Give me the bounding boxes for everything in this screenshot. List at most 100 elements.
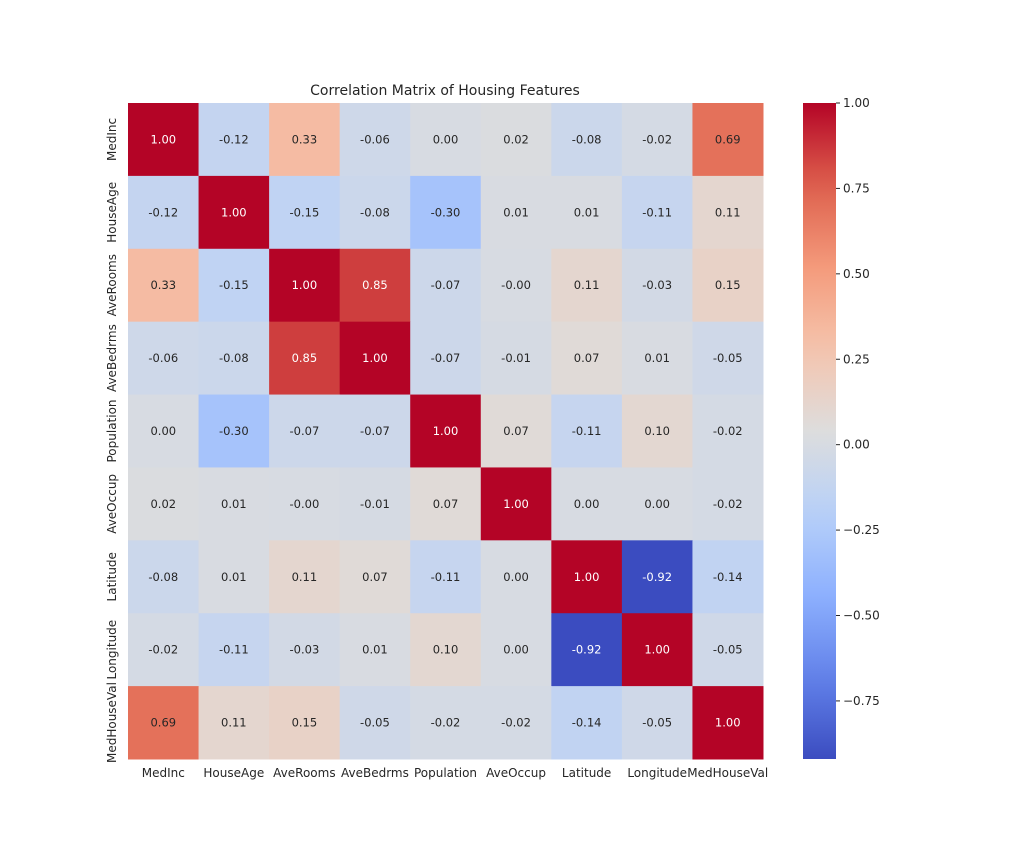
heatmap-cell-MedInc-HouseAge <box>198 103 270 177</box>
heatmap-cell-AveBedrms-Latitude <box>551 321 623 396</box>
heatmap-cell-MedHouseVal-MedInc <box>128 686 200 760</box>
heatmap-cell-HouseAge-HouseAge <box>198 175 270 250</box>
cell-label-AveRooms-Latitude: 0.11 <box>574 278 600 292</box>
heatmap-cell-AveBedrms-Population <box>410 321 482 396</box>
x-tick-label-AveRooms: AveRooms <box>273 766 335 780</box>
heatmap-cell-MedHouseVal-Latitude <box>551 686 623 760</box>
heatmap-cell-Longitude-Latitude <box>551 613 623 687</box>
cell-label-MedInc-AveBedrms: -0.06 <box>360 132 390 146</box>
heatmap-cell-AveRooms-Longitude <box>621 248 693 323</box>
heatmap-cell-AveOccup-HouseAge <box>198 467 270 541</box>
cell-label-Latitude-AveOccup: 0.00 <box>503 570 529 584</box>
cell-label-Latitude-Longitude: -0.92 <box>642 570 672 584</box>
cell-label-AveRooms-HouseAge: -0.15 <box>219 278 249 292</box>
cell-label-HouseAge-AveOccup: 0.01 <box>503 205 529 219</box>
heatmap-cell-MedHouseVal-MedHouseVal <box>692 686 764 760</box>
heatmap-cell-Population-MedHouseVal <box>692 394 764 468</box>
colorbar-tick-label: −0.75 <box>843 694 880 708</box>
colorbar-tick-label: 1.00 <box>843 96 870 110</box>
heatmap-cell-AveRooms-AveBedrms <box>339 248 411 323</box>
colorbar-tick-label: 0.00 <box>843 438 870 452</box>
cell-label-MedInc-Latitude: -0.08 <box>572 132 602 146</box>
heatmap-cell-AveOccup-AveRooms <box>269 467 341 541</box>
x-tick-label-AveOccup: AveOccup <box>486 766 546 780</box>
cell-label-MedHouseVal-Longitude: -0.05 <box>642 716 672 730</box>
cell-label-AveBedrms-MedInc: -0.06 <box>148 351 178 365</box>
heatmap-cell-AveBedrms-AveRooms <box>269 321 341 396</box>
heatmap-cell-Longitude-MedInc <box>128 613 200 687</box>
heatmap-cell-Longitude-AveOccup <box>480 613 552 687</box>
cell-label-Latitude-Latitude: 1.00 <box>574 570 600 584</box>
cell-label-MedHouseVal-MedHouseVal: 1.00 <box>715 716 741 730</box>
heatmap-cell-AveOccup-AveOccup <box>480 467 552 541</box>
cell-label-AveRooms-AveBedrms: 0.85 <box>362 278 388 292</box>
heatmap-cell-Latitude-Population <box>410 540 482 614</box>
heatmap-cell-Population-AveRooms <box>269 394 341 468</box>
cell-label-Longitude-MedHouseVal: -0.05 <box>713 643 743 657</box>
heatmap-cell-MedInc-MedInc <box>128 103 200 177</box>
y-tick-label-Longitude: Longitude <box>105 620 119 680</box>
heatmap-cell-Longitude-Longitude <box>621 613 693 687</box>
heatmap-cell-AveBedrms-AveOccup <box>480 321 552 396</box>
y-tick-label-Latitude: Latitude <box>105 552 119 601</box>
cell-label-AveBedrms-AveBedrms: 1.00 <box>362 351 388 365</box>
cell-label-AveRooms-AveRooms: 1.00 <box>292 278 318 292</box>
heatmap-cell-Population-Longitude <box>621 394 693 468</box>
cell-label-MedInc-Longitude: -0.02 <box>642 132 672 146</box>
heatmap-cell-AveOccup-Latitude <box>551 467 623 541</box>
cell-label-Population-MedInc: 0.00 <box>150 424 176 438</box>
cell-label-HouseAge-HouseAge: 1.00 <box>221 205 247 219</box>
cell-label-AveOccup-MedInc: 0.02 <box>150 497 176 511</box>
heatmap-cell-MedHouseVal-Population <box>410 686 482 760</box>
cell-label-Population-Latitude: -0.11 <box>572 424 602 438</box>
heatmap-cell-MedHouseVal-AveOccup <box>480 686 552 760</box>
heatmap-cell-AveRooms-HouseAge <box>198 248 270 323</box>
heatmap-cell-AveBedrms-AveBedrms <box>339 321 411 396</box>
cell-label-Population-AveRooms: -0.07 <box>290 424 320 438</box>
cell-label-Longitude-AveOccup: 0.00 <box>503 643 529 657</box>
heatmap-cell-AveOccup-MedInc <box>128 467 200 541</box>
cell-label-MedHouseVal-AveBedrms: -0.05 <box>360 716 390 730</box>
cell-label-Longitude-AveRooms: -0.03 <box>290 643 320 657</box>
cell-label-Longitude-Population: 0.10 <box>433 643 459 657</box>
heatmap-cell-MedInc-AveOccup <box>480 103 552 177</box>
heatmap-cell-HouseAge-AveRooms <box>269 175 341 250</box>
cell-label-MedInc-MedInc: 1.00 <box>150 132 176 146</box>
cell-label-Population-HouseAge: -0.30 <box>219 424 249 438</box>
heatmap-cell-Population-AveBedrms <box>339 394 411 468</box>
cell-label-HouseAge-AveRooms: -0.15 <box>290 205 320 219</box>
cell-label-Longitude-AveBedrms: 0.01 <box>362 643 388 657</box>
cell-label-Longitude-HouseAge: -0.11 <box>219 643 249 657</box>
cell-label-HouseAge-AveBedrms: -0.08 <box>360 205 390 219</box>
cell-label-MedInc-HouseAge: -0.12 <box>219 132 249 146</box>
heatmap-cell-AveRooms-Latitude <box>551 248 623 323</box>
colorbar <box>803 103 836 759</box>
cell-label-AveBedrms-Longitude: 0.01 <box>644 351 670 365</box>
cell-label-AveOccup-Population: 0.07 <box>433 497 459 511</box>
heatmap-cell-Population-AveOccup <box>480 394 552 468</box>
y-tick-label-Population: Population <box>105 399 119 462</box>
x-tick-label-MedInc: MedInc <box>142 766 185 780</box>
cell-label-MedHouseVal-HouseAge: 0.11 <box>221 716 247 730</box>
cell-label-AveBedrms-MedHouseVal: -0.05 <box>713 351 743 365</box>
heatmap-cell-MedInc-Longitude <box>621 103 693 177</box>
cell-label-AveOccup-Longitude: 0.00 <box>644 497 670 511</box>
heatmap-cell-MedHouseVal-Longitude <box>621 686 693 760</box>
cell-label-Latitude-MedInc: -0.08 <box>148 570 178 584</box>
cell-label-AveRooms-MedHouseVal: 0.15 <box>715 278 741 292</box>
cell-label-Longitude-MedInc: -0.02 <box>148 643 178 657</box>
heatmap-cell-Longitude-AveRooms <box>269 613 341 687</box>
heatmap-cell-HouseAge-AveBedrms <box>339 175 411 250</box>
cell-label-AveOccup-AveOccup: 1.00 <box>503 497 529 511</box>
cell-label-AveBedrms-AveOccup: -0.01 <box>501 351 531 365</box>
cell-label-Longitude-Latitude: -0.92 <box>572 643 602 657</box>
cell-label-MedHouseVal-Latitude: -0.14 <box>572 716 602 730</box>
cell-label-AveRooms-AveOccup: -0.00 <box>501 278 531 292</box>
y-tick-label-AveRooms: AveRooms <box>105 254 119 316</box>
heatmap-cell-HouseAge-Latitude <box>551 175 623 250</box>
cell-label-AveBedrms-HouseAge: -0.08 <box>219 351 249 365</box>
heatmap-cell-AveOccup-MedHouseVal <box>692 467 764 541</box>
y-tick-label-MedHouseVal: MedHouseVal <box>105 682 119 763</box>
heatmap-cells <box>128 103 764 760</box>
colorbar-ticks: 1.00 0.75 0.50 0.25 0.00 −0.25 −0.50 −0.75 <box>836 96 880 708</box>
